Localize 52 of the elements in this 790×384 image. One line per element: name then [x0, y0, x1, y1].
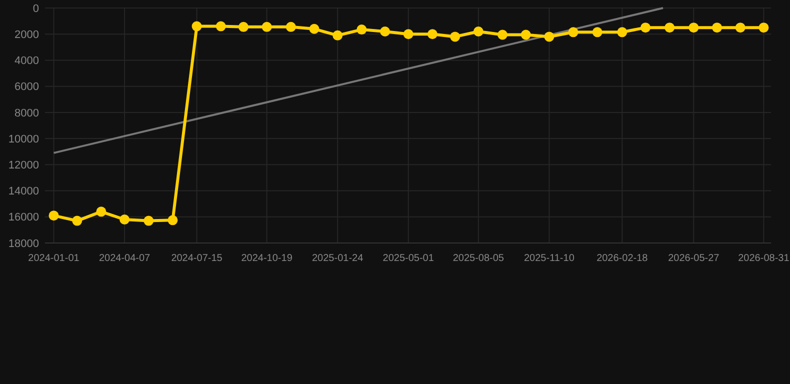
x-tick-label: 2024-07-15	[171, 253, 223, 264]
point	[688, 22, 699, 33]
y-tick-label: 8000	[14, 107, 39, 120]
x-tick-label: 2024-01-01	[28, 253, 80, 264]
y-tick-label: 12000	[8, 160, 39, 172]
point	[712, 22, 722, 33]
point	[473, 26, 484, 36]
point	[403, 29, 414, 40]
point	[544, 32, 554, 42]
point	[96, 206, 106, 217]
point	[617, 27, 628, 38]
x-tick-label: 2024-04-07	[98, 253, 151, 264]
point	[286, 22, 296, 32]
point	[450, 32, 460, 42]
y-tick-label: 10000	[8, 133, 39, 146]
point	[238, 22, 248, 32]
point	[664, 22, 675, 33]
point	[640, 22, 650, 33]
point	[216, 21, 226, 32]
x-tick-label: 2026-05-27	[668, 253, 720, 264]
x-tick-label: 2025-08-05	[452, 253, 504, 264]
x-tick-label: 2025-05-01	[382, 253, 434, 264]
point	[72, 216, 82, 226]
point	[758, 22, 769, 33]
point	[262, 22, 272, 32]
y-tick-label: 6000	[14, 81, 39, 94]
y-tick-label: 14000	[8, 186, 39, 198]
y-tick-label: 16000	[8, 212, 39, 224]
y-tick-label: 2000	[14, 28, 39, 41]
point	[332, 30, 343, 40]
y-tick-label: 18000	[8, 238, 39, 250]
point	[120, 214, 130, 224]
point	[427, 29, 438, 40]
point	[497, 30, 508, 40]
x-tick-label: 2024-10-19	[241, 253, 293, 264]
point	[735, 22, 746, 33]
point	[380, 26, 390, 36]
x-tick-label: 2026-02-18	[596, 253, 648, 264]
point	[48, 210, 59, 221]
x-tick-label: 2026-08-31	[738, 253, 790, 264]
point	[356, 24, 367, 35]
point	[520, 30, 531, 40]
point	[568, 27, 578, 38]
x-tick-label: 2025-01-24	[312, 253, 364, 264]
y-tick-label: 0	[32, 2, 39, 15]
point	[592, 27, 602, 38]
y-tick-label: 4000	[14, 55, 39, 68]
point	[144, 216, 154, 226]
x-tick-label: 2025-11-10	[524, 253, 575, 264]
point	[168, 215, 178, 226]
point	[309, 24, 320, 34]
point	[192, 21, 202, 32]
